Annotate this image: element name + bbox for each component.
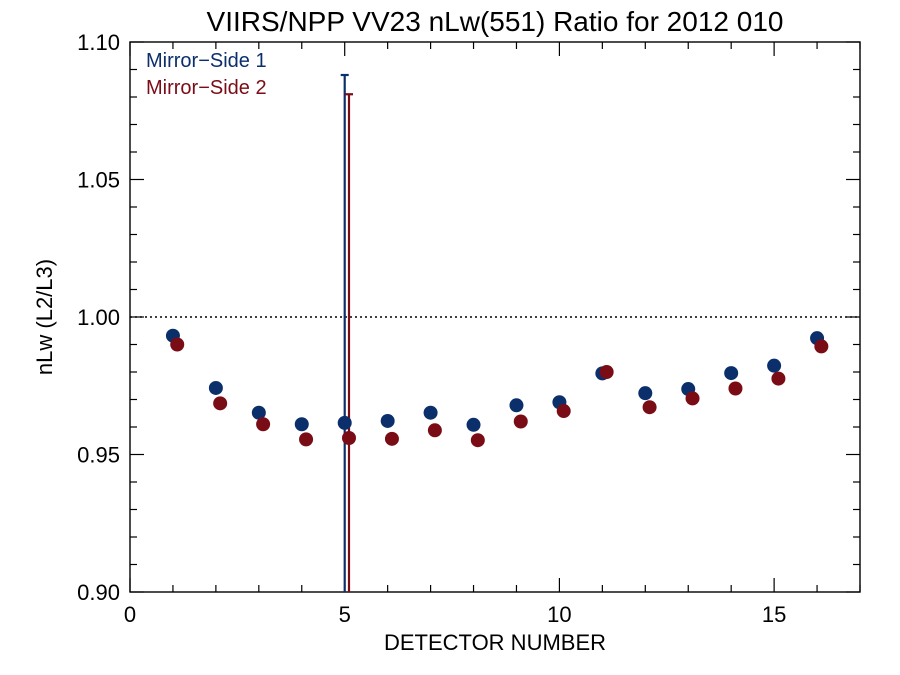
series-2-point (299, 432, 314, 447)
chart-title: VIIRS/NPP VV23 nLw(551) Ratio for 2012 0… (207, 6, 784, 37)
y-tick-label: 0.90 (77, 580, 120, 605)
series-2-point (642, 400, 657, 415)
series-1-point (294, 417, 309, 432)
series-1-point (208, 380, 223, 395)
series-1-point (380, 413, 395, 428)
y-axis-title: nLw (L2/L3) (32, 259, 57, 375)
x-axis-title: DETECTOR NUMBER (384, 630, 606, 655)
series-2-point (599, 365, 614, 379)
series-2-point (814, 339, 829, 354)
series-1-point (337, 415, 352, 430)
series-1-point (423, 405, 438, 420)
series-2-point (342, 431, 356, 445)
series-2-point (470, 433, 485, 448)
series-2-point (556, 404, 571, 419)
series-1-point (509, 398, 524, 413)
series-2-point (213, 396, 228, 411)
series-2-point (685, 391, 700, 406)
x-tick-label: 0 (124, 602, 136, 627)
y-tick-label: 1.10 (77, 30, 120, 55)
series-2-legend-label: Mirror−Side 2 (146, 77, 267, 99)
series-2-point (513, 414, 528, 429)
series-2-point (771, 371, 786, 386)
series-2-point (256, 417, 271, 432)
series-1-legend-label: Mirror−Side 1 (146, 50, 267, 72)
series-1-point (767, 358, 782, 373)
y-tick-label: 1.05 (77, 168, 120, 193)
series-2-point (384, 431, 399, 446)
series-2-point (170, 337, 185, 352)
series-1-point (638, 386, 653, 401)
x-tick-label: 5 (339, 602, 351, 627)
series-1-point (251, 405, 266, 420)
series-1-point (466, 417, 481, 432)
y-tick-label: 0.95 (77, 443, 120, 468)
series-2-point (427, 423, 442, 438)
series-2-point (728, 381, 743, 396)
x-tick-label: 10 (547, 602, 571, 627)
x-tick-label: 15 (762, 602, 786, 627)
series-1-point (724, 366, 739, 381)
y-tick-label: 1.00 (77, 305, 120, 330)
